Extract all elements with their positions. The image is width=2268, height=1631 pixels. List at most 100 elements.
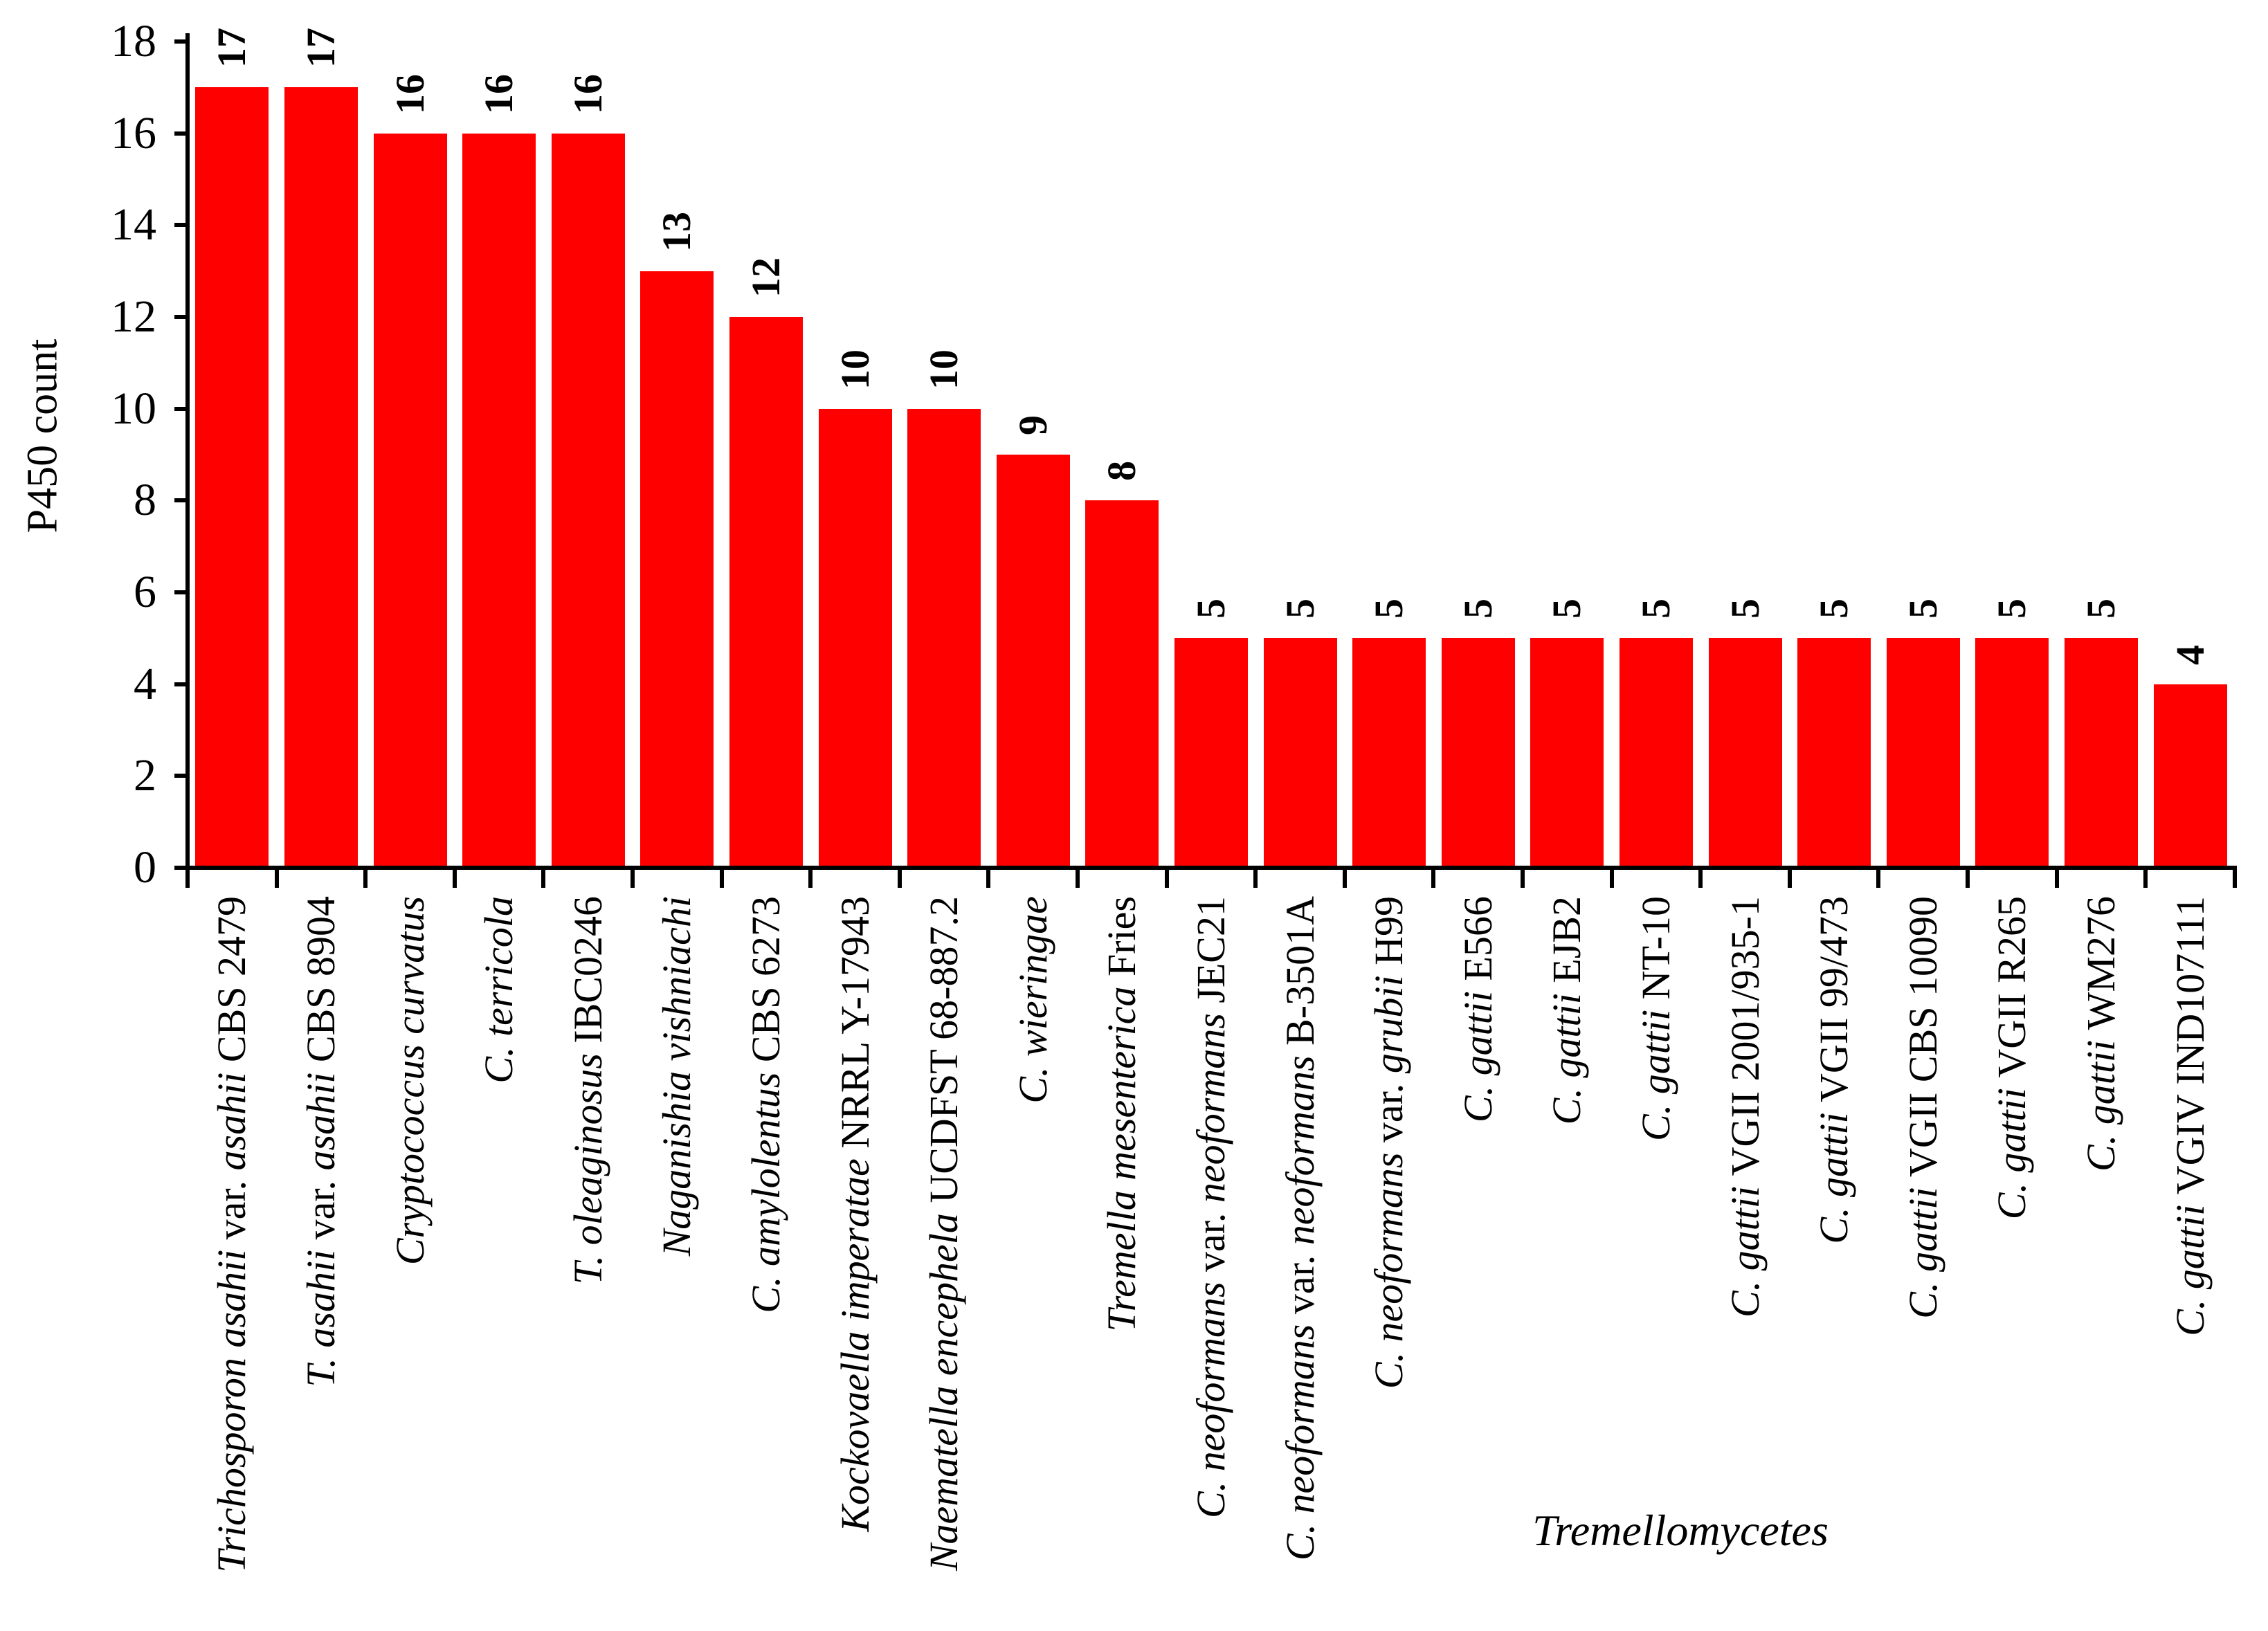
category-label: C. gattii E566 xyxy=(1455,896,1501,1122)
category-label: C. gattii VGIV IND107111 xyxy=(2168,896,2213,1336)
bar-value-label: 12 xyxy=(743,257,788,298)
x-axis-tick xyxy=(1787,868,1792,888)
y-axis-tick xyxy=(174,498,185,503)
bar xyxy=(1352,638,1426,866)
species-name-segment: C. gattii xyxy=(1722,1176,1768,1318)
strain-code-segment: Fries xyxy=(1099,896,1145,976)
bar-value-label: 5 xyxy=(1544,599,1590,619)
category-label: C. gattii VGII 99/473 xyxy=(1811,896,1857,1244)
bar-value-label: 8 xyxy=(1099,461,1145,482)
category-label: C. neoformans var. grubii H99 xyxy=(1366,896,1412,1389)
y-tick-label: 8 xyxy=(134,475,156,526)
strain-code-segment: VGII 2001/935-1 xyxy=(1722,896,1768,1176)
category-label: Tremella mesenterica Fries xyxy=(1099,896,1145,1331)
x-axis-tick xyxy=(1876,868,1881,888)
y-tick-label: 2 xyxy=(134,750,156,801)
bar-value-label: 5 xyxy=(1633,599,1678,619)
bar xyxy=(640,271,714,866)
species-name-segment: C. gattii xyxy=(2167,1194,2213,1336)
bar xyxy=(373,133,447,866)
strain-code-segment: VGII R265 xyxy=(1989,896,2035,1078)
x-axis-tick xyxy=(274,868,279,888)
strain-code-segment: CBS 2479 xyxy=(209,896,255,1063)
x-axis-tick xyxy=(2232,868,2237,888)
bar xyxy=(1975,638,2049,866)
bar-value-label: 5 xyxy=(1722,599,1768,619)
strain-code-segment: IBC0246 xyxy=(565,896,610,1044)
bar-value-label: 16 xyxy=(387,73,433,114)
strain-code-segment: CBS 6273 xyxy=(743,896,788,1063)
category-label: C. terricola xyxy=(476,896,522,1084)
strain-code-segment: UCDFST 68-887.2 xyxy=(921,896,967,1203)
category-label: C. gattii NT-10 xyxy=(1633,896,1679,1141)
category-label: Trichosporon asahii var. asahii CBS 2479 xyxy=(209,896,255,1573)
x-axis-tick xyxy=(541,868,546,888)
species-name-segment: Tremella mesenterica xyxy=(1099,976,1145,1332)
bar xyxy=(1174,638,1248,866)
y-axis-tick xyxy=(174,774,185,778)
strain-code-segment: var. xyxy=(209,1170,255,1240)
species-name-segment: neoformans xyxy=(1277,1045,1323,1246)
species-name-segment: T. oleaginosus xyxy=(565,1043,610,1285)
strain-code-segment: var. xyxy=(1277,1245,1323,1315)
y-axis-tick xyxy=(174,866,185,870)
strain-code-segment: EJB2 xyxy=(1544,896,1590,983)
y-axis-tick xyxy=(174,223,185,228)
bar-value-label: 10 xyxy=(832,349,878,390)
strain-code-segment: H99 xyxy=(1366,896,1412,965)
x-axis-tick xyxy=(2143,868,2148,888)
strain-code-segment: VGIV IND107111 xyxy=(2167,896,2213,1195)
category-label: C. gattii VGII CBS 10090 xyxy=(1900,896,1946,1319)
bar-value-label: 5 xyxy=(1989,599,2035,619)
bar-value-label: 17 xyxy=(209,28,255,69)
x-axis-tick xyxy=(986,868,991,888)
strain-code-segment: WM276 xyxy=(2078,896,2123,1030)
x-axis-tick xyxy=(1431,868,1436,888)
bar-value-label: 5 xyxy=(1811,599,1857,619)
bar xyxy=(2064,638,2138,866)
bar xyxy=(1530,638,1604,866)
x-axis-tick xyxy=(1076,868,1080,888)
species-name-segment: C. gattii xyxy=(1811,1102,1857,1244)
bar xyxy=(1263,638,1337,866)
x-axis-tick xyxy=(719,868,724,888)
strain-code-segment: NRRL Y-17943 xyxy=(832,896,878,1149)
species-name-segment: C. gattii xyxy=(1455,981,1500,1123)
y-tick-label: 4 xyxy=(134,658,156,709)
bar xyxy=(1886,638,1960,866)
species-name-segment: Naematella encephela xyxy=(921,1203,967,1571)
bar-value-label: 16 xyxy=(565,73,610,114)
species-name-segment: T. asahii xyxy=(298,1239,343,1387)
species-name-segment: C. gattii xyxy=(1633,999,1678,1141)
category-label: C. wieringae xyxy=(1010,896,1056,1104)
bar-value-label: 17 xyxy=(298,28,343,69)
y-tick-label: 14 xyxy=(111,199,156,250)
bar xyxy=(284,87,358,866)
bar xyxy=(1441,638,1515,866)
species-name-segment: C. gattii xyxy=(1900,1177,1945,1319)
species-name-segment: C. gattii xyxy=(1989,1077,2035,1220)
x-axis-tick xyxy=(1521,868,1525,888)
species-name-segment: Trichosporon asahii xyxy=(209,1239,255,1573)
x-axis-tick xyxy=(1342,868,1347,888)
bar xyxy=(551,133,625,866)
category-label: T. asahii var. asahii CBS 8904 xyxy=(298,896,344,1387)
bar-value-label: 13 xyxy=(654,211,700,252)
species-name-segment: asahii xyxy=(298,1062,343,1171)
species-name-segment: Kockovaella imperatae xyxy=(832,1148,878,1532)
category-label: C. gattii WM276 xyxy=(2078,896,2124,1172)
bar-value-label: 5 xyxy=(1900,599,1945,619)
x-axis-tick xyxy=(185,868,190,888)
x-axis-tick xyxy=(1164,868,1169,888)
y-axis-tick xyxy=(174,131,185,136)
category-label: Naganishia vishniachi xyxy=(654,896,700,1256)
category-label: C. neoformans var. neoformans JEC21 xyxy=(1188,896,1234,1518)
x-axis-tick xyxy=(897,868,902,888)
strain-code-segment: CBS 8904 xyxy=(298,896,343,1063)
y-axis-line xyxy=(185,33,190,870)
bar xyxy=(996,455,1070,866)
category-label: Naematella encephela UCDFST 68-887.2 xyxy=(921,896,967,1571)
species-name-segment: C. gattii xyxy=(2078,1030,2123,1172)
bar-value-label: 5 xyxy=(1277,599,1323,619)
strain-code-segment: NT-10 xyxy=(1633,896,1678,1000)
